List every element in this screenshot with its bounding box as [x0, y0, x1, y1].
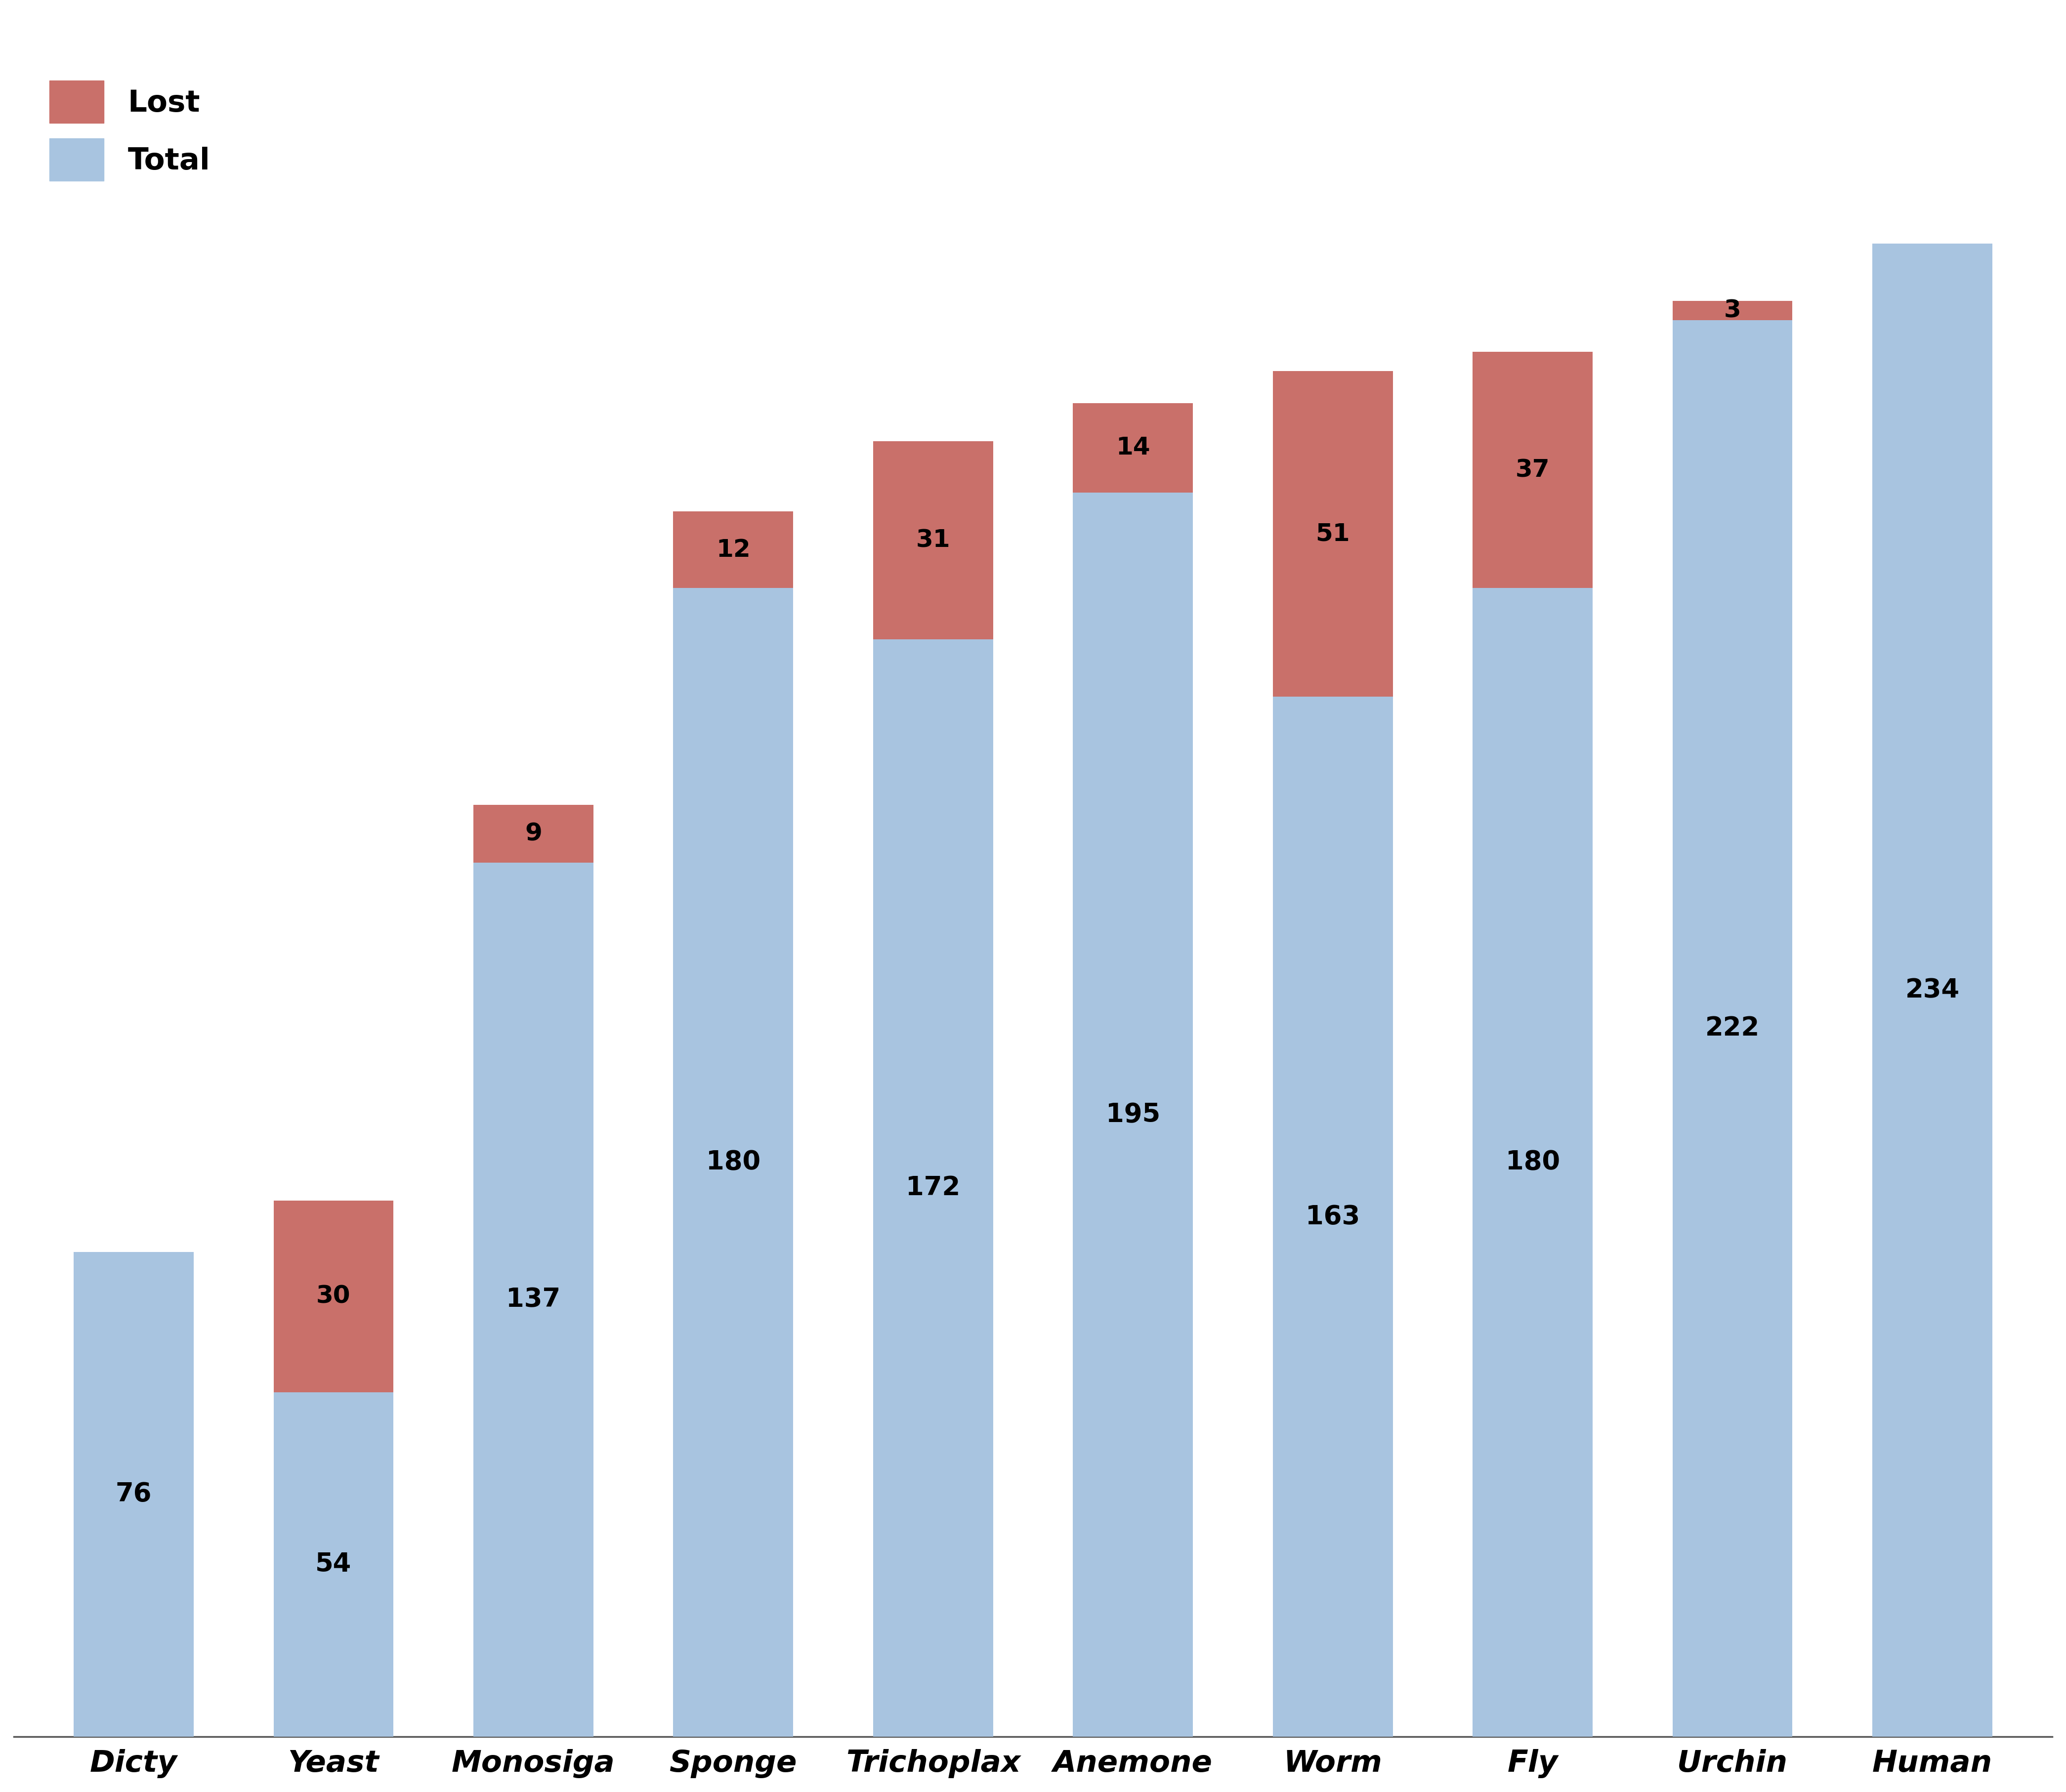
Bar	[1673, 321, 1793, 1736]
Text: 30: 30	[316, 1285, 351, 1308]
Bar	[473, 805, 593, 862]
Bar	[273, 1201, 393, 1392]
Bar	[874, 441, 994, 640]
Text: 54: 54	[316, 1552, 351, 1577]
Legend: Lost, Total: Lost, Total	[50, 81, 211, 181]
Bar	[1072, 493, 1192, 1736]
Bar	[1473, 588, 1593, 1736]
Text: 31: 31	[915, 529, 950, 552]
Bar	[674, 511, 793, 588]
Text: 51: 51	[1316, 521, 1349, 547]
Text: 180: 180	[1506, 1150, 1560, 1176]
Bar	[874, 640, 994, 1736]
Bar	[1072, 403, 1192, 493]
Text: 172: 172	[905, 1176, 961, 1201]
Text: 14: 14	[1116, 435, 1151, 459]
Bar	[74, 1253, 194, 1736]
Bar	[473, 862, 593, 1736]
Text: 195: 195	[1105, 1102, 1161, 1127]
Bar	[1473, 351, 1593, 588]
Bar	[1273, 371, 1392, 697]
Text: 222: 222	[1704, 1016, 1760, 1041]
Text: 137: 137	[506, 1287, 560, 1312]
Text: 9: 9	[525, 823, 541, 846]
Bar	[674, 588, 793, 1736]
Text: 163: 163	[1306, 1204, 1359, 1229]
Bar	[273, 1392, 393, 1736]
Text: 37: 37	[1516, 459, 1550, 482]
Bar	[1872, 244, 1992, 1736]
Text: 234: 234	[1905, 977, 1959, 1004]
Bar	[1673, 301, 1793, 321]
Text: 12: 12	[717, 538, 750, 561]
Text: 76: 76	[116, 1482, 151, 1507]
Text: 180: 180	[707, 1150, 760, 1176]
Bar	[1273, 697, 1392, 1736]
Text: 3: 3	[1723, 299, 1742, 323]
